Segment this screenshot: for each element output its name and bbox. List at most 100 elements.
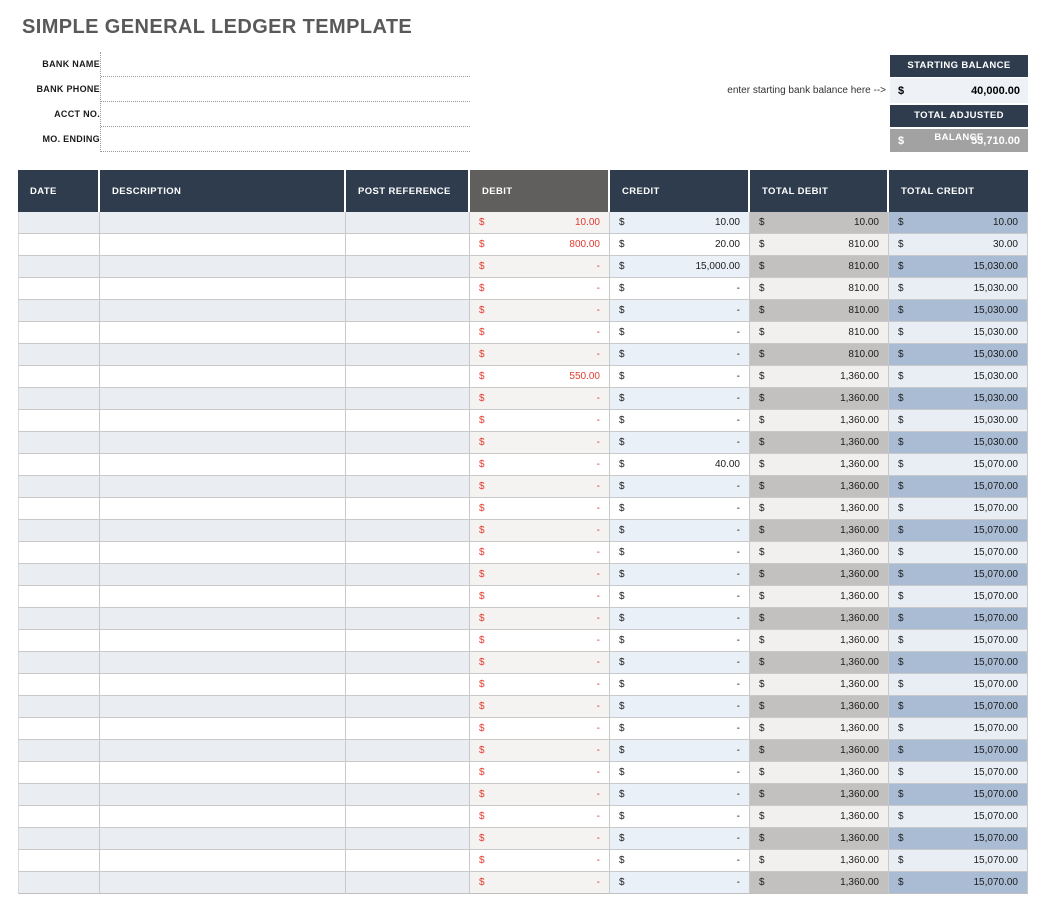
cell-date[interactable] xyxy=(18,278,100,300)
cell-credit[interactable]: $ - xyxy=(610,564,750,586)
cell-credit[interactable]: $ - xyxy=(610,740,750,762)
cell-credit[interactable]: $ - xyxy=(610,498,750,520)
cell-debit[interactable]: $ - xyxy=(470,608,610,630)
cell-debit[interactable]: $ - xyxy=(470,476,610,498)
cell-debit[interactable]: $ - xyxy=(470,740,610,762)
cell-date[interactable] xyxy=(18,872,100,894)
cell-date[interactable] xyxy=(18,476,100,498)
cell-debit[interactable]: $ - xyxy=(470,278,610,300)
cell-debit[interactable]: $ - xyxy=(470,256,610,278)
cell-date[interactable] xyxy=(18,520,100,542)
cell-debit[interactable]: $ - xyxy=(470,432,610,454)
cell-debit[interactable]: $ - xyxy=(470,872,610,894)
cell-debit[interactable]: $ - xyxy=(470,762,610,784)
cell-post-reference[interactable] xyxy=(346,586,470,608)
cell-description[interactable] xyxy=(100,542,346,564)
cell-debit[interactable]: $ - xyxy=(470,322,610,344)
cell-post-reference[interactable] xyxy=(346,366,470,388)
cell-debit[interactable]: $550.00 xyxy=(470,366,610,388)
cell-credit[interactable]: $ - xyxy=(610,608,750,630)
cell-description[interactable] xyxy=(100,674,346,696)
cell-debit[interactable]: $ - xyxy=(470,652,610,674)
cell-debit[interactable]: $ - xyxy=(470,344,610,366)
cell-date[interactable] xyxy=(18,806,100,828)
cell-date[interactable] xyxy=(18,234,100,256)
cell-date[interactable] xyxy=(18,608,100,630)
cell-post-reference[interactable] xyxy=(346,784,470,806)
cell-date[interactable] xyxy=(18,212,100,234)
cell-credit[interactable]: $20.00 xyxy=(610,234,750,256)
cell-date[interactable] xyxy=(18,696,100,718)
cell-post-reference[interactable] xyxy=(346,850,470,872)
cell-description[interactable] xyxy=(100,740,346,762)
cell-date[interactable] xyxy=(18,344,100,366)
cell-post-reference[interactable] xyxy=(346,278,470,300)
cell-credit[interactable]: $ - xyxy=(610,432,750,454)
cell-debit[interactable]: $ - xyxy=(470,542,610,564)
cell-post-reference[interactable] xyxy=(346,652,470,674)
cell-credit[interactable]: $ - xyxy=(610,872,750,894)
cell-post-reference[interactable] xyxy=(346,388,470,410)
cell-description[interactable] xyxy=(100,278,346,300)
cell-description[interactable] xyxy=(100,718,346,740)
cell-debit[interactable]: $ - xyxy=(470,630,610,652)
cell-debit[interactable]: $ - xyxy=(470,498,610,520)
cell-date[interactable] xyxy=(18,498,100,520)
cell-post-reference[interactable] xyxy=(346,454,470,476)
cell-post-reference[interactable] xyxy=(346,212,470,234)
cell-credit[interactable]: $ - xyxy=(610,300,750,322)
cell-credit[interactable]: $ - xyxy=(610,784,750,806)
cell-credit[interactable]: $15,000.00 xyxy=(610,256,750,278)
cell-post-reference[interactable] xyxy=(346,344,470,366)
cell-debit[interactable]: $ - xyxy=(470,828,610,850)
cell-post-reference[interactable] xyxy=(346,564,470,586)
cell-description[interactable] xyxy=(100,784,346,806)
cell-description[interactable] xyxy=(100,806,346,828)
cell-description[interactable] xyxy=(100,300,346,322)
cell-description[interactable] xyxy=(100,366,346,388)
cell-credit[interactable]: $10.00 xyxy=(610,212,750,234)
cell-debit[interactable]: $ - xyxy=(470,388,610,410)
cell-credit[interactable]: $ - xyxy=(610,388,750,410)
starting-balance-cell[interactable]: $ 40,000.00 xyxy=(890,78,1028,103)
bank-phone-field[interactable] xyxy=(101,77,470,102)
cell-credit[interactable]: $ - xyxy=(610,674,750,696)
cell-post-reference[interactable] xyxy=(346,300,470,322)
cell-post-reference[interactable] xyxy=(346,718,470,740)
cell-debit[interactable]: $ - xyxy=(470,674,610,696)
cell-description[interactable] xyxy=(100,454,346,476)
cell-description[interactable] xyxy=(100,520,346,542)
cell-post-reference[interactable] xyxy=(346,608,470,630)
cell-credit[interactable]: $ - xyxy=(610,410,750,432)
cell-credit[interactable]: $ - xyxy=(610,520,750,542)
cell-debit[interactable]: $ - xyxy=(470,410,610,432)
cell-debit[interactable]: $ - xyxy=(470,696,610,718)
cell-description[interactable] xyxy=(100,410,346,432)
cell-post-reference[interactable] xyxy=(346,740,470,762)
cell-description[interactable] xyxy=(100,322,346,344)
cell-credit[interactable]: $ - xyxy=(610,652,750,674)
cell-date[interactable] xyxy=(18,388,100,410)
cell-debit[interactable]: $ - xyxy=(470,784,610,806)
cell-date[interactable] xyxy=(18,366,100,388)
cell-date[interactable] xyxy=(18,828,100,850)
cell-credit[interactable]: $ - xyxy=(610,828,750,850)
cell-credit[interactable]: $ - xyxy=(610,696,750,718)
cell-post-reference[interactable] xyxy=(346,872,470,894)
cell-debit[interactable]: $ - xyxy=(470,718,610,740)
cell-date[interactable] xyxy=(18,564,100,586)
cell-credit[interactable]: $ - xyxy=(610,542,750,564)
cell-date[interactable] xyxy=(18,784,100,806)
cell-post-reference[interactable] xyxy=(346,828,470,850)
cell-date[interactable] xyxy=(18,740,100,762)
cell-description[interactable] xyxy=(100,212,346,234)
cell-post-reference[interactable] xyxy=(346,806,470,828)
cell-description[interactable] xyxy=(100,762,346,784)
cell-date[interactable] xyxy=(18,718,100,740)
cell-date[interactable] xyxy=(18,630,100,652)
cell-credit[interactable]: $ - xyxy=(610,278,750,300)
cell-post-reference[interactable] xyxy=(346,630,470,652)
cell-debit[interactable]: $ - xyxy=(470,520,610,542)
cell-credit[interactable]: $ - xyxy=(610,806,750,828)
cell-post-reference[interactable] xyxy=(346,542,470,564)
